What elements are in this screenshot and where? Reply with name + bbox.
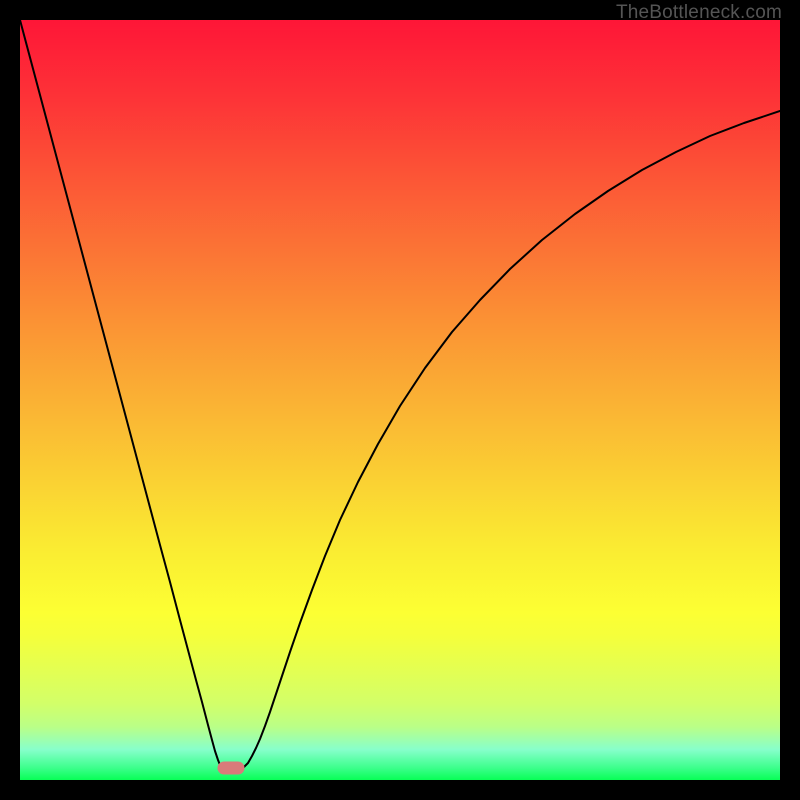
chart-container: TheBottleneck.com	[0, 0, 800, 800]
bottleneck-chart	[0, 0, 800, 800]
chart-background-gradient	[20, 20, 780, 780]
watermark-text: TheBottleneck.com	[616, 2, 782, 24]
optimal-marker	[218, 762, 244, 774]
